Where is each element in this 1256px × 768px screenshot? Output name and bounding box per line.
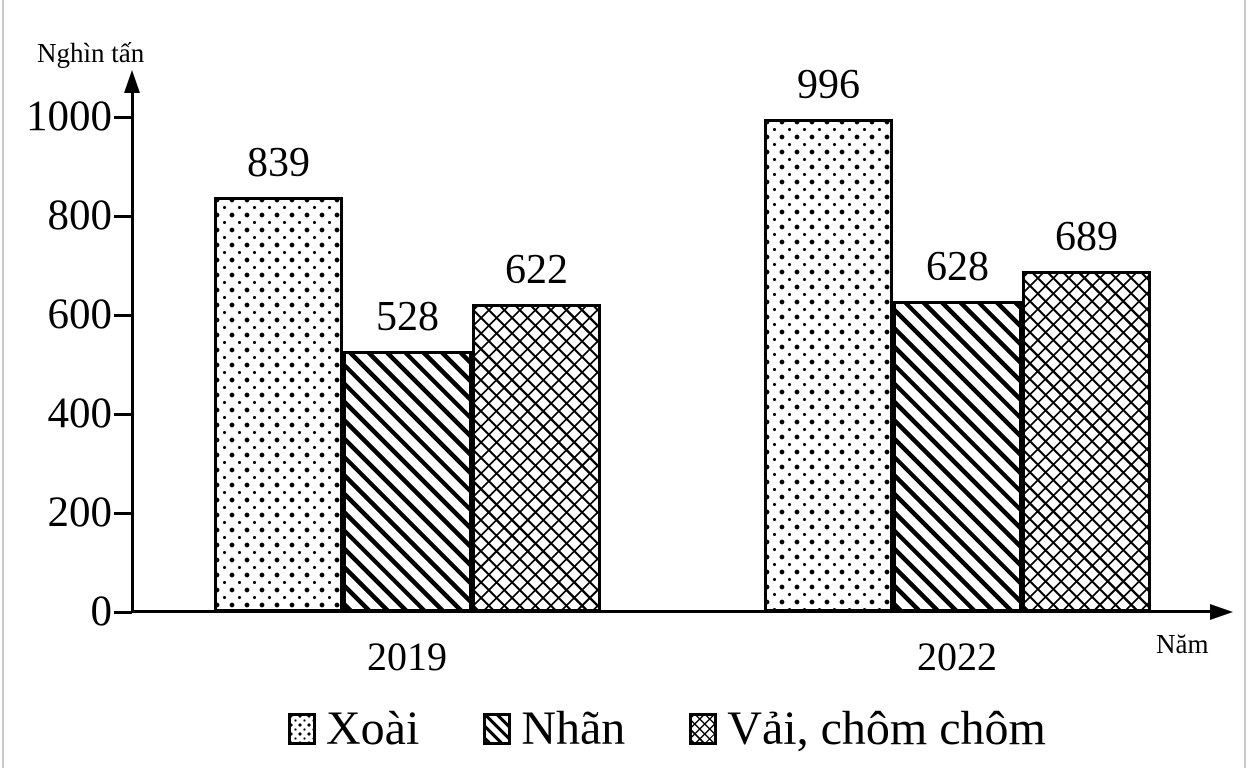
- bar-value-label-xoai-2022: 996: [797, 62, 860, 108]
- y-tick: [114, 214, 132, 218]
- y-tick-label: 200: [47, 489, 113, 536]
- bar-value-label-xoai-2019: 839: [247, 140, 310, 186]
- y-tick: [114, 115, 132, 119]
- bar-vai-2019: [472, 304, 601, 612]
- legend-item-nhan: Nhãn: [483, 705, 625, 753]
- bar-nhan-2022: [893, 301, 1022, 612]
- legend: Xoài Nhãn Vải, chôm chôm: [288, 697, 1046, 761]
- legend-item-xoai: Xoài: [288, 705, 419, 753]
- y-axis-unit-label: Nghìn tấn: [37, 38, 145, 68]
- y-axis-line: [131, 80, 134, 612]
- bar-value-label-vai-2022: 689: [1055, 214, 1118, 260]
- bar-xoai-2019: [214, 197, 343, 612]
- x-axis-label: Năm: [1156, 629, 1209, 659]
- x-category-label-2019: 2019: [367, 634, 447, 679]
- y-tick-label: 400: [47, 390, 113, 437]
- y-tick: [114, 511, 132, 515]
- right-border-line: [1244, 0, 1246, 768]
- x-axis-line: [132, 610, 1214, 613]
- y-tick-label: 800: [47, 192, 113, 239]
- bar-value-label-vai-2019: 622: [505, 247, 568, 293]
- left-border-line: [2, 0, 4, 768]
- bar-value-label-nhan-2022: 628: [926, 244, 989, 290]
- y-tick: [114, 610, 132, 614]
- bar-xoai-2022: [764, 119, 893, 612]
- y-tick-label: 0: [90, 588, 113, 635]
- legend-item-vai-chom-chom: Vải, chôm chôm: [689, 705, 1046, 753]
- legend-swatch-dots-icon: [288, 713, 316, 745]
- bar-nhan-2019: [343, 351, 472, 612]
- legend-swatch-crosshatch-icon: [689, 713, 718, 745]
- legend-label-xoai: Xoài: [326, 702, 420, 755]
- legend-label-vai-chom-chom: Vải, chôm chôm: [727, 702, 1046, 755]
- bar-value-label-nhan-2019: 528: [376, 294, 439, 340]
- y-tick: [114, 412, 132, 416]
- legend-swatch-stripes-icon: [483, 713, 512, 745]
- x-axis-arrow-icon: [1210, 603, 1233, 620]
- y-tick: [114, 313, 132, 317]
- y-tick-label: 1000: [26, 93, 112, 140]
- y-axis-arrow-icon: [124, 70, 140, 93]
- x-category-label-2022: 2022: [917, 634, 997, 679]
- y-tick-label: 600: [47, 291, 113, 338]
- bar-vai-2022: [1022, 271, 1151, 612]
- legend-label-nhan: Nhãn: [521, 702, 626, 755]
